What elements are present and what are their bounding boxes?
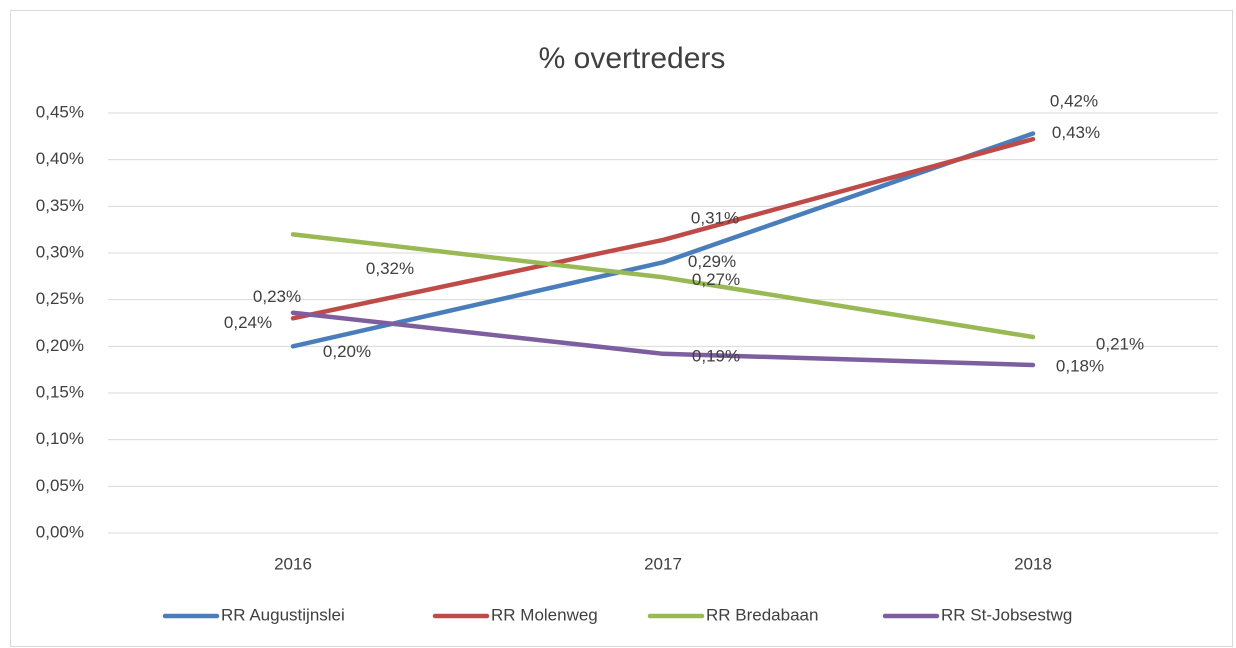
legend-label: RR Bredabaan — [706, 605, 818, 624]
data-label: 0,27% — [692, 270, 740, 289]
y-tick-label: 0,25% — [36, 289, 84, 308]
y-tick-label: 0,20% — [36, 336, 84, 355]
data-label: 0,32% — [366, 259, 414, 278]
y-tick-label: 0,15% — [36, 382, 84, 401]
series-line — [290, 131, 1036, 349]
data-label: 0,23% — [253, 287, 301, 306]
data-label: 0,29% — [688, 252, 736, 271]
chart-border — [10, 10, 1233, 647]
series-line — [290, 232, 1036, 340]
chart-title: % overtreders — [539, 42, 726, 75]
y-tick-label: 0,40% — [36, 149, 84, 168]
data-label: 0,18% — [1056, 356, 1104, 375]
data-label: 0,20% — [323, 342, 371, 361]
legend-label: RR Augustijnslei — [221, 605, 345, 624]
series-line — [290, 136, 1036, 321]
x-tick-label: 2017 — [644, 554, 682, 573]
data-label: 0,19% — [692, 346, 740, 365]
y-tick-label: 0,05% — [36, 476, 84, 495]
y-tick-label: 0,45% — [36, 102, 84, 121]
series-line — [290, 310, 1036, 368]
y-tick-label: 0,30% — [36, 242, 84, 261]
x-tick-label: 2018 — [1014, 554, 1052, 573]
y-tick-label: 0,00% — [36, 522, 84, 541]
data-label: 0,21% — [1096, 334, 1144, 353]
legend-label: RR Molenweg — [491, 605, 598, 624]
x-tick-label: 2016 — [274, 554, 312, 573]
data-label: 0,31% — [691, 208, 739, 227]
legend-label: RR St-Jobsestwg — [941, 605, 1072, 624]
data-label: 0,43% — [1052, 123, 1100, 142]
y-tick-label: 0,10% — [36, 429, 84, 448]
y-tick-label: 0,35% — [36, 196, 84, 215]
data-label: 0,42% — [1050, 92, 1098, 111]
data-label: 0,24% — [224, 313, 272, 332]
